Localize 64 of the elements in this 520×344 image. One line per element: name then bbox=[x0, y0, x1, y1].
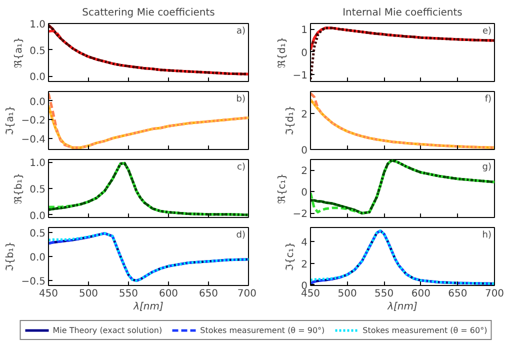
x-tick-label: 700 bbox=[484, 288, 504, 300]
line-series bbox=[310, 26, 494, 51]
y-tick-label: −1 bbox=[292, 70, 308, 82]
annotation: f) bbox=[484, 94, 492, 104]
legend-label: Stokes measurement (θ = 60°) bbox=[362, 325, 488, 335]
annotation: e) bbox=[482, 26, 492, 36]
y-tick-label: 0.0 bbox=[30, 210, 46, 222]
y-tick-label: 1.0 bbox=[30, 158, 46, 170]
y-axis-title: ℜ{d₁} bbox=[276, 36, 288, 68]
y-axis-title: ℑ{b₁} bbox=[5, 241, 16, 272]
y-tick-label: −0.2 bbox=[21, 116, 46, 127]
annotation: h) bbox=[482, 230, 492, 240]
y-tick-label: −0.5 bbox=[21, 276, 46, 288]
y-axis-title: ℜ{b₁} bbox=[14, 172, 25, 204]
line-series bbox=[48, 92, 248, 149]
y-tick-label: 0.0 bbox=[30, 252, 46, 264]
y-axis-title: ℜ{a₁} bbox=[14, 36, 25, 68]
y-axis-title: ℑ{a₁} bbox=[5, 106, 16, 136]
legend-label: Stokes measurement (θ = 90°) bbox=[200, 325, 325, 335]
x-tick-label: 600 bbox=[158, 288, 178, 300]
y-tick-label: 0.5 bbox=[30, 184, 46, 196]
line-series bbox=[48, 162, 248, 216]
y-axis-title: ℜ{c₁} bbox=[276, 173, 288, 204]
y-tick-label: 1 bbox=[301, 25, 308, 36]
x-tick-label: 500 bbox=[338, 288, 357, 300]
x-tick-label: 550 bbox=[374, 288, 394, 300]
y-tick-label: 2 bbox=[301, 166, 308, 178]
y-tick-label: 0.0 bbox=[30, 96, 46, 108]
line-series bbox=[310, 26, 494, 80]
annotation: b) bbox=[236, 94, 246, 104]
legend-label: Mie Theory (exact solution) bbox=[52, 325, 162, 335]
y-tick-label: 0 bbox=[301, 188, 308, 199]
chart-title: Internal Mie coefficients bbox=[342, 8, 462, 18]
y-tick-label: −0.4 bbox=[21, 134, 46, 146]
x-axis-title: λ[nm] bbox=[132, 302, 164, 312]
y-tick-label: 0 bbox=[301, 146, 308, 156]
annotation: c) bbox=[237, 162, 246, 172]
chart-title: Scattering Mie coefficients bbox=[82, 8, 215, 18]
annotation: g) bbox=[482, 162, 492, 172]
x-tick-label: 650 bbox=[448, 288, 468, 300]
x-tick-label: 500 bbox=[78, 288, 98, 300]
x-tick-label: 600 bbox=[411, 288, 430, 300]
y-tick-label: 2 bbox=[301, 259, 308, 270]
line-series bbox=[48, 232, 248, 282]
line-series bbox=[310, 160, 494, 214]
y-tick-label: 1.0 bbox=[30, 20, 46, 30]
y-tick-label: 0.5 bbox=[30, 46, 46, 57]
x-tick-label: 700 bbox=[237, 288, 257, 300]
y-tick-label: 0 bbox=[301, 48, 308, 59]
y-axis-title: ℑ{d₁} bbox=[285, 105, 296, 136]
annotation: d) bbox=[236, 230, 246, 240]
x-tick-label: 650 bbox=[198, 288, 218, 300]
x-tick-label: 450 bbox=[38, 288, 58, 300]
x-tick-label: 550 bbox=[118, 288, 138, 300]
y-tick-label: 0.5 bbox=[30, 228, 46, 240]
line-series bbox=[310, 230, 494, 285]
y-tick-label: 2 bbox=[301, 109, 308, 120]
y-tick-label: −2 bbox=[292, 209, 308, 220]
x-axis-title: λ[nm] bbox=[386, 302, 418, 312]
y-tick-label: 0.0 bbox=[30, 72, 46, 84]
annotation: a) bbox=[236, 26, 246, 36]
y-axis-title: ℑ{c₁} bbox=[285, 242, 296, 272]
x-tick-label: 450 bbox=[300, 288, 320, 300]
y-tick-label: 4 bbox=[301, 238, 308, 249]
